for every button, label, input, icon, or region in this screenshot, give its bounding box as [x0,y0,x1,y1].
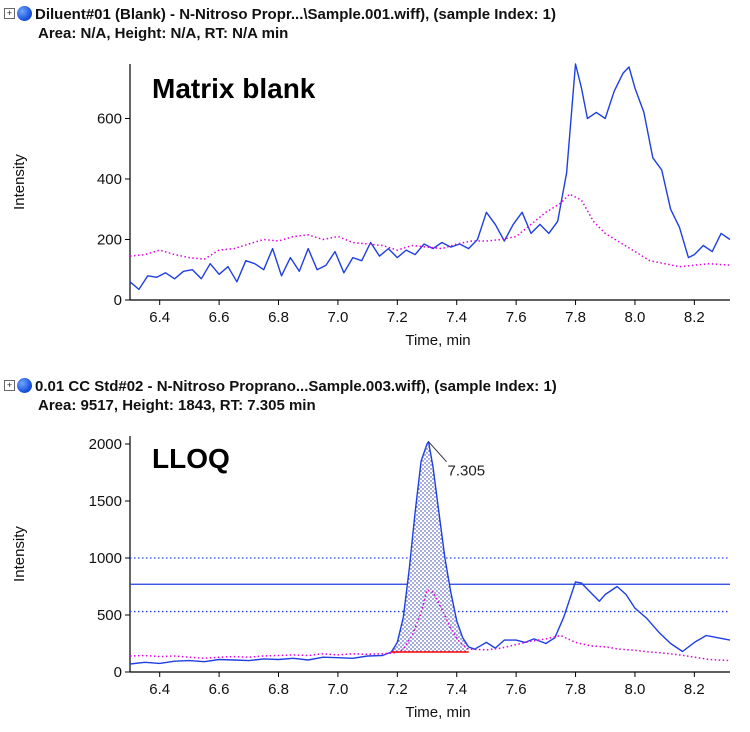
y-axis-label: Intensity [11,154,28,210]
x-tick-label: 8.0 [625,681,646,698]
series-line-dotted [129,589,731,662]
x-tick-label: 7.4 [446,681,467,698]
x-tick-label: 7.4 [446,309,467,326]
x-tick-label: 7.8 [565,309,586,326]
expand-toggle-icon[interactable]: + [4,380,15,391]
chart-overlay-label: Matrix blank [152,73,316,104]
y-tick-label: 1000 [89,550,122,567]
x-tick-label: 6.4 [149,681,170,698]
y-tick-label: 2000 [89,436,122,453]
x-tick-label: 7.0 [327,309,348,326]
series-line-dotted [129,193,731,268]
x-tick-label: 7.2 [387,309,408,326]
x-tick-label: 8.0 [625,309,646,326]
panel-header: +0.01 CC Std#02 - N-Nitroso Proprano...S… [4,378,557,395]
y-tick-label: 0 [114,292,122,309]
x-tick-label: 8.2 [684,681,705,698]
x-tick-label: 7.8 [565,681,586,698]
x-tick-label: 7.6 [506,309,527,326]
x-axis-label: Time, min [405,704,470,721]
x-tick-label: 6.4 [149,309,170,326]
y-tick-label: 0 [114,664,122,681]
peak-rt-label: 7.305 [448,463,486,480]
x-tick-label: 6.8 [268,681,289,698]
x-tick-label: 6.6 [209,681,230,698]
chromatogram-panel-blank: + Diluent#01 (Blank) - N-Nitroso Propr...… [0,0,750,360]
y-tick-label: 200 [97,231,122,248]
expand-toggle-icon[interactable]: + [4,8,15,19]
x-tick-label: 8.2 [684,309,705,326]
x-tick-label: 7.6 [506,681,527,698]
panel-header: + Diluent#01 (Blank) - N-Nitroso Propr...… [4,6,556,23]
chromatogram-chart-lloq[interactable]: 0 500 1000 1500 2000 6.4 6.6 6.8 7.0 7.2 7.4 7.6 7.8… [0,422,750,732]
series-line-solid [129,441,731,665]
x-tick-label: 6.6 [209,309,230,326]
sample-status-dot-icon [17,6,32,21]
panel-title: Diluent#01 (Blank) - N-Nitroso Propr...\… [35,6,556,23]
panel-subheader: Area: 9517, Height: 1843, RT: 7.305 min [38,397,316,414]
chromatogram-panel-lloq: +0.01 CC Std#02 - N-Nitroso Proprano...S… [0,372,750,732]
chromatogram-chart-blank[interactable]: 0 200 400 600 6.4 6.6 6.8 7.0 7.2 7.4 7.6 7.8 8.0 8.2… [0,50,750,360]
panel-subheader: Area: N/A, Height: N/A, RT: N/A min [38,25,289,42]
y-axis-label: Intensity [11,526,28,582]
x-tick-label: 7.0 [327,681,348,698]
peak-label-leader [428,441,447,463]
y-tick-label: 1500 [89,493,122,510]
panel-title: 0.01 CC Std#02 - N-Nitroso Proprano...Sa… [35,378,557,395]
x-tick-label: 7.2 [387,681,408,698]
integrated-peak-area[interactable] [391,441,469,653]
y-tick-label: 400 [97,171,122,188]
x-tick-label: 6.8 [268,309,289,326]
y-tick-label: 500 [97,607,122,624]
series-line-solid [129,63,731,291]
y-tick-label: 600 [97,110,122,127]
x-axis-label: Time, min [405,332,470,349]
chart-overlay-label: LLOQ [152,443,230,474]
sample-status-dot-icon [17,378,32,393]
